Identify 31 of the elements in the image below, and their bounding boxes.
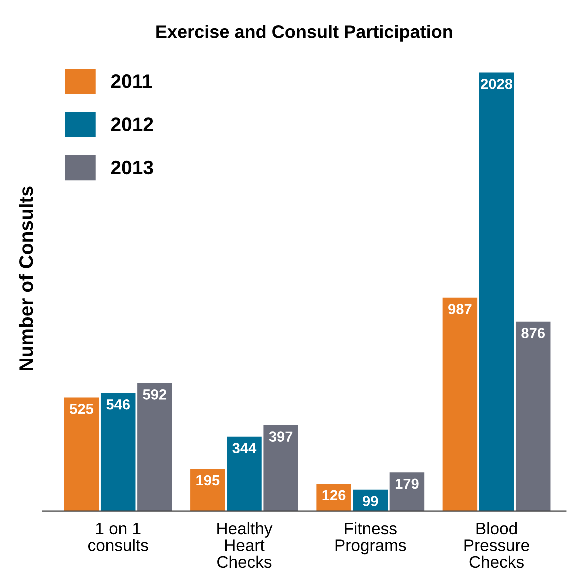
data-label: 195 (196, 475, 220, 486)
bar (390, 472, 425, 512)
data-label: 397 (269, 432, 293, 442)
legend-label: 2012 (111, 118, 154, 132)
bar (138, 383, 172, 512)
data-label: 876 (522, 328, 545, 338)
data-label: 99 (363, 496, 378, 506)
bar (227, 436, 262, 512)
chart-title: Exercise and Consult Participation (156, 25, 452, 42)
bar (442, 298, 478, 512)
data-label: 592 (143, 390, 167, 400)
x-tick-label: Blood Pressure Checks (464, 522, 530, 568)
x-tick-label: 1 on 1 consults (88, 523, 148, 552)
data-label: 2028 (481, 79, 513, 90)
data-label: 344 (232, 443, 257, 454)
bar (479, 72, 514, 512)
data-label: 179 (396, 478, 419, 490)
data-label: 525 (70, 404, 94, 414)
data-label: 126 (322, 490, 346, 501)
data-label: 546 (106, 399, 130, 410)
bar (516, 322, 551, 512)
x-tick-label: Healthy Heart Checks (218, 522, 273, 568)
legend-label: 2013 (111, 160, 154, 175)
bar (64, 398, 100, 512)
bar (264, 425, 298, 512)
bar (100, 393, 136, 512)
data-label: 987 (448, 304, 472, 314)
x-tick-label: Fitness Programs (336, 522, 406, 555)
legend-label: 2011 (111, 74, 152, 88)
y-axis-title: Number of Consults (18, 186, 34, 370)
bar (190, 469, 226, 512)
